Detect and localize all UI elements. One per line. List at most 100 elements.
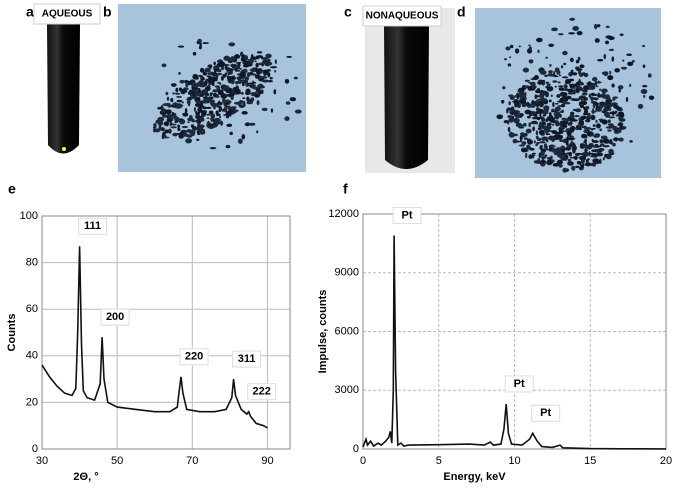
particle bbox=[154, 128, 160, 133]
particle bbox=[228, 42, 236, 47]
particle bbox=[242, 97, 246, 100]
particle bbox=[256, 51, 263, 54]
particle bbox=[177, 127, 181, 132]
particle bbox=[153, 123, 156, 127]
particle bbox=[563, 84, 568, 89]
particle bbox=[541, 121, 547, 126]
particle bbox=[246, 101, 252, 105]
particle bbox=[598, 104, 604, 109]
particle bbox=[244, 76, 250, 81]
particle bbox=[575, 165, 580, 169]
particle bbox=[569, 113, 575, 119]
particle bbox=[578, 117, 581, 120]
particle bbox=[512, 133, 518, 137]
particle bbox=[550, 145, 556, 148]
particle bbox=[558, 85, 564, 88]
particle bbox=[226, 123, 233, 128]
particle bbox=[514, 95, 518, 98]
particle bbox=[516, 93, 520, 100]
particle bbox=[222, 97, 226, 104]
particle bbox=[227, 105, 231, 110]
particle bbox=[223, 114, 226, 116]
particle bbox=[202, 71, 207, 76]
particle bbox=[210, 116, 214, 123]
y-tick-label: 80 bbox=[26, 257, 38, 269]
particle bbox=[594, 23, 598, 30]
particle bbox=[566, 136, 569, 141]
particle bbox=[539, 103, 544, 108]
particle bbox=[195, 113, 199, 115]
particle bbox=[541, 116, 546, 123]
particle bbox=[238, 100, 245, 104]
particle bbox=[554, 106, 561, 112]
tag: AQUEOUS bbox=[42, 9, 93, 20]
particle bbox=[164, 129, 169, 134]
particle bbox=[235, 80, 239, 85]
particle bbox=[554, 85, 558, 88]
particle bbox=[209, 93, 213, 97]
particle bbox=[514, 110, 521, 114]
particle bbox=[238, 105, 243, 108]
x-tick-label: 30 bbox=[36, 455, 48, 467]
particle bbox=[541, 159, 545, 162]
particle bbox=[577, 56, 581, 61]
particle bbox=[605, 154, 612, 160]
particle bbox=[241, 91, 244, 95]
particle bbox=[514, 104, 519, 107]
particle bbox=[536, 141, 540, 145]
particle bbox=[179, 118, 184, 121]
particle bbox=[567, 158, 572, 163]
particle bbox=[554, 67, 560, 73]
particle bbox=[505, 46, 511, 51]
particle bbox=[629, 83, 632, 88]
particle bbox=[575, 88, 580, 94]
particle bbox=[222, 85, 230, 91]
particle bbox=[576, 30, 583, 36]
particle bbox=[591, 110, 597, 113]
y-tick-label: 6000 bbox=[335, 325, 359, 337]
particle bbox=[548, 43, 555, 48]
particle bbox=[576, 161, 582, 165]
particle bbox=[206, 113, 211, 116]
particle bbox=[273, 89, 277, 95]
particle bbox=[575, 108, 582, 113]
particle bbox=[551, 27, 558, 32]
particle bbox=[611, 56, 615, 62]
particle bbox=[503, 120, 510, 124]
particle bbox=[618, 117, 626, 122]
y-tick-label: 40 bbox=[26, 350, 38, 362]
particle bbox=[248, 59, 254, 64]
particle bbox=[218, 109, 222, 113]
particle bbox=[157, 116, 165, 122]
particle bbox=[607, 129, 612, 132]
particle bbox=[211, 81, 215, 87]
particle bbox=[568, 151, 573, 157]
particle bbox=[256, 100, 260, 106]
particle bbox=[581, 92, 588, 96]
particle bbox=[162, 136, 170, 139]
particle bbox=[599, 128, 603, 132]
particle bbox=[598, 118, 604, 121]
particle bbox=[583, 155, 586, 161]
particle bbox=[199, 83, 207, 88]
particle bbox=[602, 138, 610, 144]
particle bbox=[589, 96, 595, 100]
annotation: 311 bbox=[238, 353, 256, 365]
particle bbox=[592, 103, 596, 109]
particle bbox=[293, 76, 298, 80]
particle bbox=[238, 62, 241, 67]
particle bbox=[262, 69, 268, 76]
particle bbox=[526, 115, 531, 119]
particle bbox=[262, 79, 269, 83]
particle bbox=[258, 62, 262, 66]
particle bbox=[170, 126, 177, 129]
particle bbox=[557, 159, 563, 164]
particle bbox=[185, 81, 189, 88]
particle bbox=[170, 83, 177, 87]
particle bbox=[178, 87, 183, 92]
particle bbox=[539, 141, 546, 144]
particle bbox=[601, 119, 608, 125]
particle bbox=[609, 70, 612, 75]
x-tick-label: 70 bbox=[186, 455, 198, 467]
particle bbox=[177, 124, 181, 129]
